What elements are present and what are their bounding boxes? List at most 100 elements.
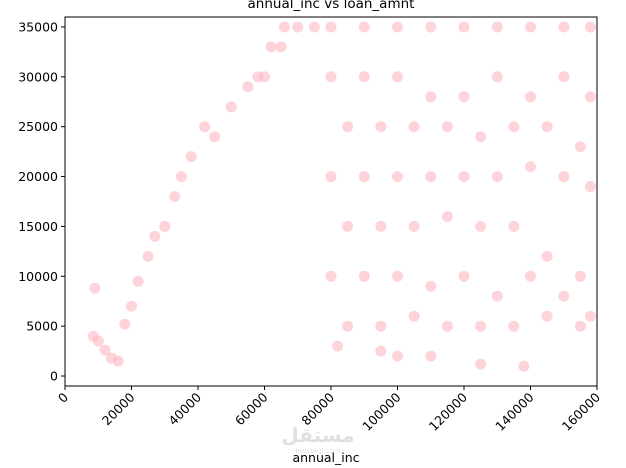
data-point — [375, 220, 387, 232]
data-point — [342, 220, 354, 232]
data-point — [119, 318, 131, 330]
data-point — [508, 320, 520, 332]
data-point — [475, 131, 487, 143]
data-point — [149, 230, 161, 242]
y-tick-label: 20000 — [18, 169, 58, 184]
data-point — [89, 282, 101, 294]
data-point — [574, 141, 586, 153]
data-point — [142, 250, 154, 262]
data-point — [175, 171, 187, 183]
data-point — [441, 211, 453, 222]
y-tick-label: 15000 — [18, 219, 58, 234]
data-point — [458, 270, 470, 282]
data-point — [342, 320, 354, 332]
data-point — [525, 270, 536, 282]
data-point — [308, 21, 320, 33]
data-point — [99, 344, 111, 356]
data-point — [441, 320, 453, 332]
data-point — [375, 345, 387, 357]
data-point — [425, 350, 437, 362]
data-point — [558, 71, 570, 83]
data-point — [358, 21, 370, 33]
data-point — [392, 21, 403, 33]
data-point — [525, 91, 536, 103]
data-point — [475, 220, 487, 232]
data-point — [584, 21, 596, 33]
x-axis-label: annual_inc — [292, 450, 359, 465]
y-tick-label: 5000 — [26, 319, 58, 334]
y-tick-label: 0 — [50, 369, 58, 384]
data-point — [458, 171, 470, 183]
data-point — [475, 320, 487, 332]
data-point — [169, 191, 181, 202]
data-point — [425, 21, 437, 33]
points-layer — [87, 21, 596, 372]
y-tick-label: 30000 — [18, 69, 58, 84]
data-point — [584, 91, 596, 103]
data-point — [242, 81, 254, 93]
x-tick-label: 100000 — [359, 389, 403, 433]
data-point — [408, 220, 420, 232]
y-axis: 0 5000 10000 15000 20000 25000 30000 35000 — [18, 19, 65, 384]
data-point — [491, 290, 503, 302]
data-point — [112, 355, 124, 367]
data-point — [325, 270, 337, 282]
data-point — [558, 21, 570, 33]
data-point — [325, 171, 337, 183]
x-tick-label: 20000 — [99, 389, 138, 428]
data-point — [392, 350, 403, 362]
data-point — [574, 320, 586, 332]
data-point — [558, 171, 570, 183]
data-point — [342, 121, 354, 133]
data-point — [92, 335, 104, 347]
data-point — [491, 71, 503, 83]
data-point — [425, 91, 437, 103]
data-point — [408, 310, 420, 322]
data-point — [132, 275, 144, 287]
watermark-logo: مستقل — [281, 423, 354, 447]
data-point — [458, 21, 470, 33]
x-tick-label: 120000 — [426, 389, 470, 433]
data-point — [508, 220, 520, 232]
data-point — [558, 290, 570, 302]
data-point — [425, 280, 437, 292]
chart-title: annual_inc vs loan_amnt — [248, 0, 415, 12]
data-point — [358, 71, 370, 83]
data-point — [265, 41, 277, 53]
x-tick-label: 0 — [55, 389, 71, 405]
data-point — [518, 360, 530, 372]
data-point — [541, 121, 553, 133]
data-point — [275, 41, 287, 53]
watermark-subtext: mostaql.com — [295, 447, 341, 455]
data-point — [325, 71, 337, 83]
data-point — [159, 220, 171, 232]
data-point — [584, 310, 596, 322]
data-point — [525, 161, 536, 173]
y-tick-label: 35000 — [18, 19, 58, 34]
data-point — [584, 181, 596, 192]
data-point — [392, 171, 403, 183]
data-point — [525, 21, 536, 33]
data-point — [199, 121, 211, 133]
data-point — [574, 270, 586, 282]
data-point — [325, 21, 337, 33]
data-point — [225, 101, 237, 113]
x-tick-label: 40000 — [165, 389, 204, 428]
y-tick-label: 25000 — [18, 119, 58, 134]
data-point — [358, 270, 370, 282]
data-point — [408, 121, 420, 133]
data-point — [375, 320, 387, 332]
x-tick-label: 160000 — [559, 389, 603, 433]
data-point — [441, 121, 453, 133]
data-point — [185, 151, 197, 163]
x-tick-label: 60000 — [232, 389, 271, 428]
data-point — [508, 121, 520, 133]
data-point — [541, 250, 553, 262]
data-point — [425, 171, 437, 183]
data-point — [292, 21, 304, 33]
data-point — [458, 91, 470, 103]
data-point — [375, 121, 387, 133]
y-tick-label: 10000 — [18, 269, 58, 284]
data-point — [332, 340, 344, 352]
